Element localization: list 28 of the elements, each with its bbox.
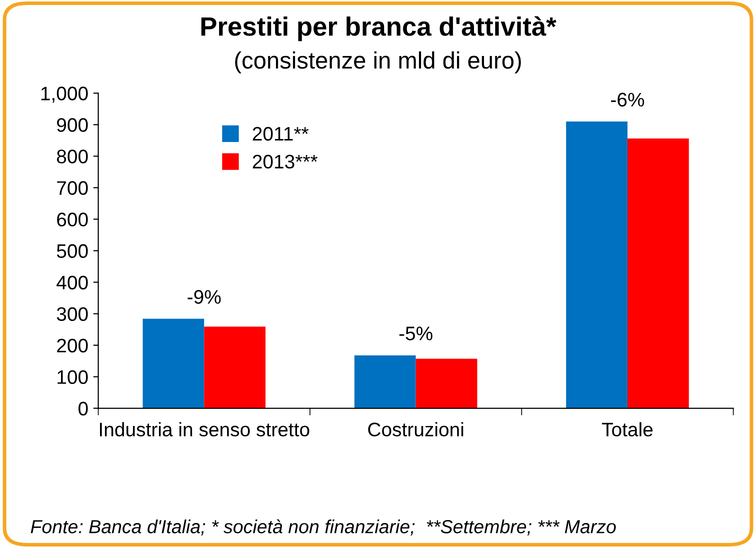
source-note: Fonte: Banca d'Italia; * società non finanziarie; **Settembre; *** Marzo <box>30 519 616 536</box>
bar <box>142 318 204 408</box>
y-tick-label: 700 <box>57 181 88 195</box>
legend-label: 2013*** <box>252 154 318 169</box>
annotation: -5% <box>399 326 432 340</box>
y-tick-label: 200 <box>57 338 88 352</box>
annotation: -6% <box>611 92 644 107</box>
legend-label: 2011** <box>252 126 309 141</box>
x-tick-label: Totale <box>602 422 653 436</box>
bar <box>566 122 628 408</box>
bar <box>416 358 478 408</box>
x-tick-label: Costruzioni <box>368 422 464 436</box>
annotation: -9% <box>188 290 221 304</box>
y-tick-label: 900 <box>57 118 88 132</box>
y-tick-label: 600 <box>57 212 88 226</box>
y-tick-label: 1,000 <box>41 86 88 103</box>
y-tick-label: 400 <box>56 276 88 290</box>
x-tick-label: Industria in senso stretto <box>100 422 310 436</box>
y-tick-label: 100 <box>58 370 88 384</box>
bar <box>627 138 689 408</box>
bar <box>204 326 266 408</box>
y-tick-label: 300 <box>56 307 88 321</box>
y-tick-label: 500 <box>56 244 88 258</box>
chart-subtitle: (consistenze in mld di euro) <box>235 51 521 74</box>
y-tick-label: 0 <box>78 402 88 416</box>
bar <box>354 355 416 408</box>
y-tick-label: 800 <box>56 150 88 164</box>
chart-title: Prestiti per branca d'attività* <box>201 16 556 42</box>
